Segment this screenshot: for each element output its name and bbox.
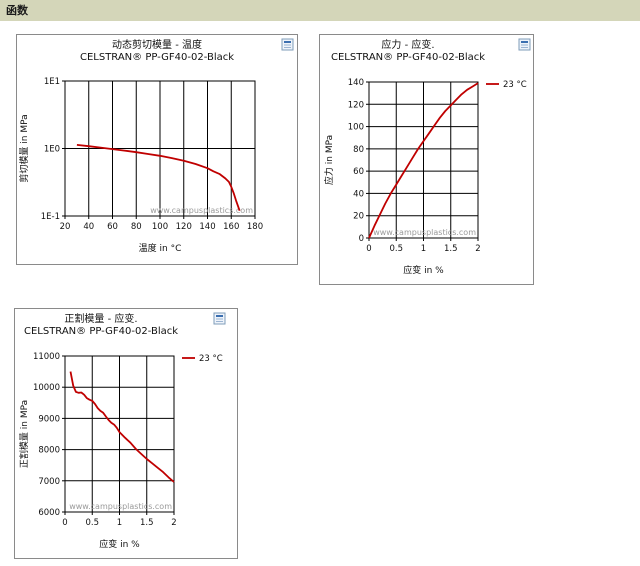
chart-panel-shear-modulus: 动态剪切模量 - 温度 CELSTRAN® PP-GF40-02-Black 20 4… [16, 34, 298, 265]
chart-subtitle: CELSTRAN® PP-GF40-02-Black [80, 52, 234, 63]
y-tick-label: 6000 [38, 508, 60, 518]
y-tick-label: 80 [353, 145, 364, 155]
legend-label: 23 °C [199, 354, 223, 364]
x-tick-label: 2 [475, 244, 480, 254]
x-tick-label: 160 [223, 222, 239, 232]
x-tick-label: 100 [152, 222, 168, 232]
x-tick-label: 1 [421, 244, 426, 254]
y-tick-label: 9000 [38, 414, 60, 424]
y-tick-label: 7000 [38, 477, 60, 487]
watermark-text: www.campusplastics.com [373, 228, 476, 237]
legend-label: 23 °C [503, 80, 527, 90]
chart-secant-modulus-svg: 正割模量 - 应变.CELSTRAN® PP-GF40-02-Black 0 0.5… [18, 312, 226, 550]
y-tick-label: 100 [348, 123, 364, 133]
series-line [76, 144, 241, 211]
y-axis-label: 剪切模量 in MPa [18, 114, 30, 182]
y-tick-label: 1E1 [44, 77, 60, 87]
chart-panel-secant-modulus: 正割模量 - 应变. CELSTRAN® PP-GF40-02-Black 0 0.5… [14, 308, 238, 559]
y-tick-label: 20 [353, 212, 364, 222]
chart-panel-stress-strain: 应力 - 应变. CELSTRAN® PP-GF40-02-Black 0 0.5 1 1… [319, 34, 534, 285]
x-tick-label: 1.5 [444, 244, 458, 254]
series-line [69, 371, 175, 483]
x-axis-label: 温度 in °C [139, 242, 182, 254]
chart-title: 应力 - 应变. [381, 38, 434, 51]
y-tick-label: 140 [348, 78, 364, 88]
chart-export-icon-bar [216, 315, 223, 317]
watermark-text: www.campusplastics.com [69, 502, 172, 511]
chart-subtitle: CELSTRAN® PP-GF40-02-Black [331, 52, 485, 63]
x-tick-label: 20 [60, 222, 71, 232]
chart-stress-strain-svg: 应力 - 应变.CELSTRAN® PP-GF40-02-Black 0 0.5 1 1… [323, 38, 531, 276]
chart-title: 正割模量 - 应变. [64, 312, 137, 325]
x-tick-label: 2 [171, 518, 176, 528]
y-tick-label: 10000 [33, 383, 60, 393]
x-axis-label: 应变 in % [403, 264, 444, 276]
y-tick-label: 1E0 [44, 145, 60, 155]
y-tick-label: 1E-1 [41, 212, 60, 222]
x-tick-label: 1.5 [140, 518, 154, 528]
chart-subtitle: CELSTRAN® PP-GF40-02-Black [24, 326, 178, 337]
section-title: 函数 [6, 4, 28, 17]
x-tick-label: 0 [62, 518, 67, 528]
y-tick-label: 60 [353, 167, 364, 177]
watermark-text: www.campusplastics.com [150, 206, 253, 215]
x-tick-label: 120 [176, 222, 192, 232]
y-tick-label: 40 [353, 189, 364, 199]
x-axis-label: 应变 in % [99, 538, 140, 550]
y-tick-label: 120 [348, 100, 364, 110]
x-tick-label: 1 [117, 518, 122, 528]
y-axis-label: 应力 in MPa [323, 135, 335, 185]
series-line [368, 82, 479, 239]
x-tick-label: 40 [83, 222, 94, 232]
y-axis-label: 正割模量 in MPa [18, 400, 30, 468]
y-tick-label: 8000 [38, 446, 60, 456]
x-tick-label: 180 [247, 222, 263, 232]
chart-export-icon-bar [521, 41, 528, 43]
x-tick-label: 0.5 [85, 518, 99, 528]
x-tick-label: 80 [131, 222, 142, 232]
x-tick-label: 140 [199, 222, 215, 232]
chart-title: 动态剪切模量 - 温度 [112, 38, 202, 51]
x-tick-label: 0.5 [389, 244, 403, 254]
x-tick-label: 60 [107, 222, 118, 232]
section-header: 函数 [0, 0, 640, 21]
y-tick-label: 0 [359, 234, 364, 244]
y-tick-label: 11000 [33, 352, 60, 362]
x-tick-label: 0 [366, 244, 371, 254]
chart-export-icon-bar [284, 41, 291, 43]
